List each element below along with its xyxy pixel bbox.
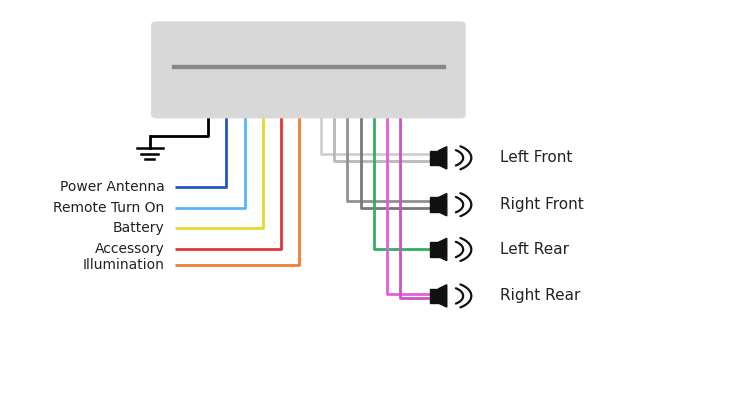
Text: Accessory: Accessory bbox=[94, 242, 164, 256]
Text: Remote Turn On: Remote Turn On bbox=[53, 201, 164, 215]
Polygon shape bbox=[439, 147, 447, 169]
Polygon shape bbox=[439, 285, 447, 307]
Text: Right Rear: Right Rear bbox=[500, 289, 580, 303]
Polygon shape bbox=[431, 242, 439, 257]
Polygon shape bbox=[439, 238, 447, 261]
Bar bbox=[172, 65, 445, 68]
Polygon shape bbox=[431, 197, 439, 212]
FancyBboxPatch shape bbox=[151, 21, 466, 118]
Polygon shape bbox=[431, 150, 439, 165]
Text: Left Rear: Left Rear bbox=[500, 242, 569, 257]
Text: Left Front: Left Front bbox=[500, 150, 572, 165]
Text: Battery: Battery bbox=[112, 221, 164, 235]
Text: Right Front: Right Front bbox=[500, 197, 584, 212]
Polygon shape bbox=[439, 194, 447, 216]
Polygon shape bbox=[431, 289, 439, 303]
Text: Power Antenna: Power Antenna bbox=[60, 180, 164, 194]
Text: Illumination: Illumination bbox=[82, 258, 164, 272]
